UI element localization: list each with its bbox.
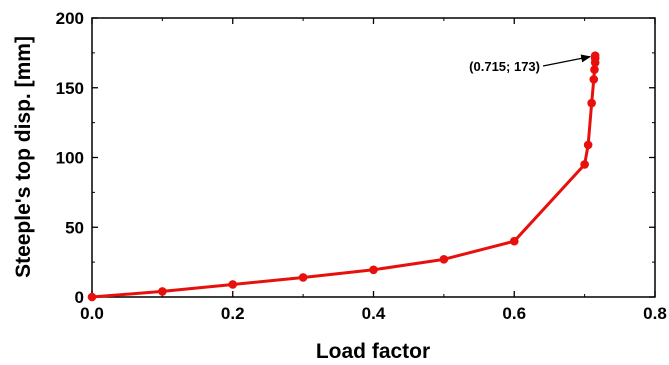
- x-tick-label: 0.0: [80, 304, 104, 323]
- data-point: [369, 265, 378, 275]
- data-point: [509, 236, 519, 246]
- data-point: [298, 273, 308, 282]
- y-axis-ticks: [92, 17, 655, 298]
- data-point: [580, 160, 589, 169]
- data-point: [87, 292, 97, 302]
- x-tick-label: 0.4: [362, 304, 386, 323]
- data-point: [439, 255, 449, 264]
- y-axis-title: Steeple's top disp. [mm]: [12, 36, 35, 278]
- data-point: [590, 65, 599, 74]
- x-tick-label: 0.2: [221, 304, 245, 323]
- y-axis-tick-labels: 0 50 100 150 200: [56, 9, 84, 307]
- y-tick-label: 100: [56, 149, 84, 168]
- y-tick-label: 0: [75, 288, 84, 307]
- plot-frame: [91, 17, 656, 298]
- data-point: [589, 75, 599, 84]
- x-tick-label: 0.6: [502, 304, 526, 323]
- x-tick-label: 0.8: [643, 304, 667, 323]
- annotation-arrow: [542, 54, 592, 67]
- x-axis-title: Load factor: [316, 340, 430, 363]
- data-point: [583, 140, 593, 150]
- data-point: [158, 287, 167, 296]
- y-tick-label: 200: [56, 9, 84, 28]
- annotation: (0.715; 173): [469, 54, 592, 74]
- series-line: [91, 55, 597, 299]
- x-axis-tick-labels: 0.0 0.2 0.4 0.6 0.8: [80, 304, 667, 323]
- data-point: [587, 98, 596, 108]
- annotation-label: (0.715; 173): [469, 59, 540, 74]
- series-layer: [87, 51, 600, 302]
- data-point: [590, 51, 600, 60]
- y-tick-label: 50: [65, 218, 84, 237]
- data-point: [228, 280, 238, 289]
- x-axis-ticks: [91, 18, 656, 297]
- y-tick-label: 150: [56, 79, 84, 98]
